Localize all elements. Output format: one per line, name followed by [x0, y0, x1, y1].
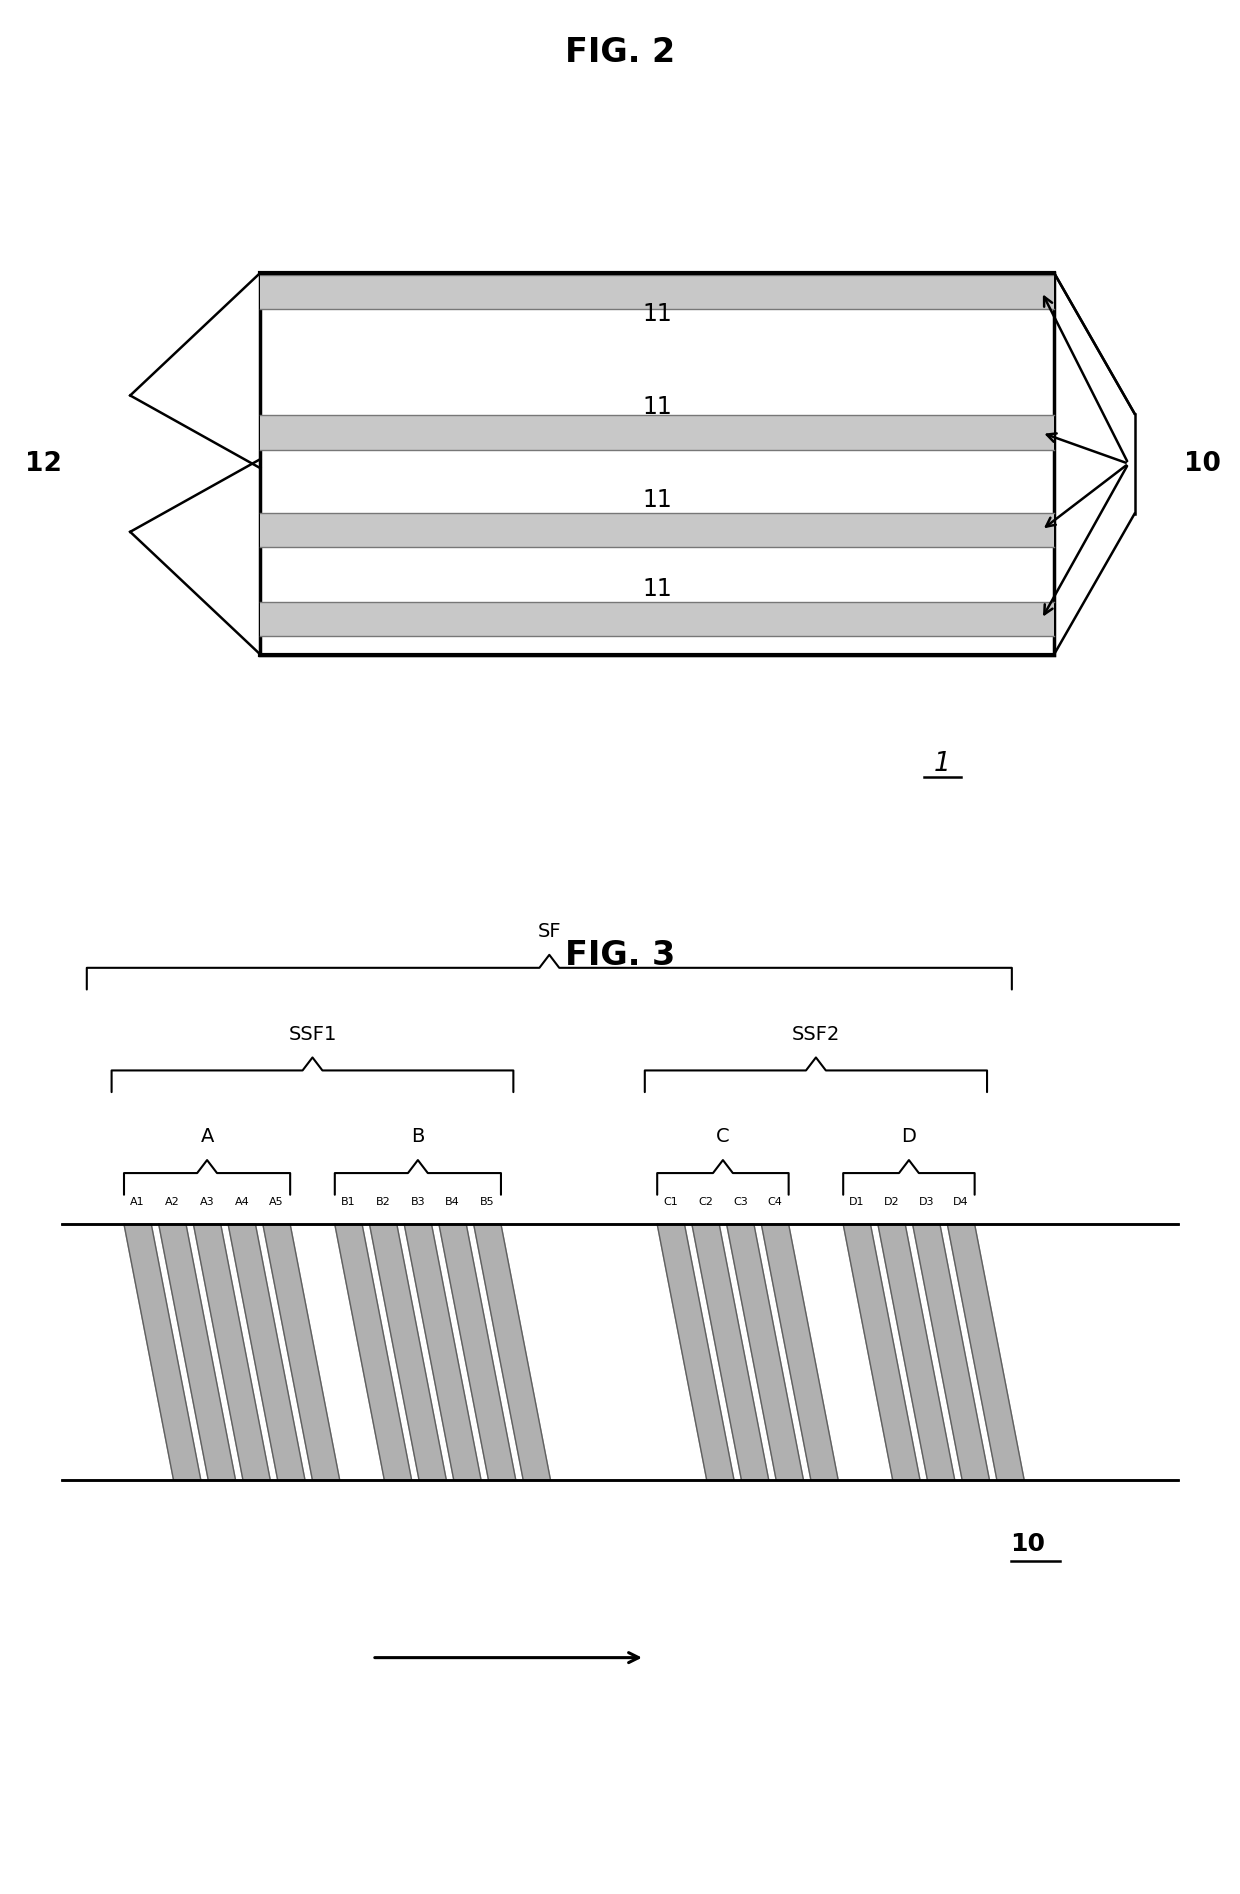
Text: 12: 12 [25, 451, 62, 477]
Bar [260, 275, 1054, 309]
Text: 11: 11 [642, 578, 672, 600]
Text: B5: B5 [480, 1197, 495, 1206]
Text: 11: 11 [642, 396, 672, 419]
Text: A3: A3 [200, 1197, 215, 1206]
Text: C: C [717, 1127, 729, 1146]
Text: D1: D1 [849, 1197, 864, 1206]
Polygon shape [474, 1224, 551, 1481]
Text: FIG. 2: FIG. 2 [565, 36, 675, 70]
Bar [260, 513, 1054, 547]
Polygon shape [657, 1224, 734, 1481]
Text: 11: 11 [642, 301, 672, 326]
Text: SSF2: SSF2 [791, 1025, 841, 1044]
Text: B1: B1 [341, 1197, 356, 1206]
Polygon shape [228, 1224, 305, 1481]
Polygon shape [439, 1224, 516, 1481]
Bar [260, 415, 1054, 451]
Text: A2: A2 [165, 1197, 180, 1206]
Text: A4: A4 [234, 1197, 249, 1206]
Text: B4: B4 [445, 1197, 460, 1206]
Text: B: B [412, 1127, 424, 1146]
Text: C2: C2 [698, 1197, 713, 1206]
Polygon shape [124, 1224, 201, 1481]
Bar [260, 273, 1054, 655]
Polygon shape [727, 1224, 804, 1481]
Text: D4: D4 [954, 1197, 968, 1206]
Text: B3: B3 [410, 1197, 425, 1206]
Text: SF: SF [537, 922, 562, 941]
Text: D3: D3 [919, 1197, 934, 1206]
Text: D: D [901, 1127, 916, 1146]
Bar [260, 602, 1054, 636]
Text: 10: 10 [1184, 451, 1221, 477]
Polygon shape [692, 1224, 769, 1481]
Polygon shape [947, 1224, 1024, 1481]
Polygon shape [913, 1224, 990, 1481]
Text: B2: B2 [376, 1197, 391, 1206]
Polygon shape [159, 1224, 236, 1481]
Text: 11: 11 [642, 489, 672, 511]
Text: A5: A5 [269, 1197, 284, 1206]
Text: D2: D2 [884, 1197, 899, 1206]
Text: FIG. 3: FIG. 3 [565, 939, 675, 972]
Text: 1: 1 [934, 750, 951, 777]
Polygon shape [878, 1224, 955, 1481]
Polygon shape [761, 1224, 838, 1481]
Text: SSF1: SSF1 [288, 1025, 337, 1044]
Polygon shape [335, 1224, 412, 1481]
Polygon shape [193, 1224, 270, 1481]
Text: C4: C4 [768, 1197, 782, 1206]
Text: A: A [201, 1127, 213, 1146]
Polygon shape [843, 1224, 920, 1481]
Text: 10: 10 [1011, 1532, 1045, 1557]
Polygon shape [263, 1224, 340, 1481]
Polygon shape [404, 1224, 481, 1481]
Polygon shape [370, 1224, 446, 1481]
Text: C1: C1 [663, 1197, 678, 1206]
Text: A1: A1 [130, 1197, 145, 1206]
Text: C3: C3 [733, 1197, 748, 1206]
